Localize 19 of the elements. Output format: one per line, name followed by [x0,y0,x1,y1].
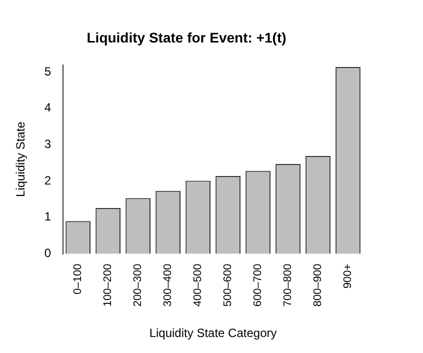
chart-title: Liquidity State for Event: +1(t) [86,29,286,46]
x-axis-title: Liquidity State Category [149,326,277,340]
x-tick-label: 100–200 [102,264,114,307]
x-tick-label: 0–100 [72,264,84,294]
y-tick-label: 0 [44,246,52,260]
x-tick-label: 200–300 [132,264,144,307]
y-tick-label: 1 [44,210,52,224]
x-tick-label: 500–600 [222,264,234,307]
x-tick-label: 900+ [342,264,354,289]
x-tick-label: 800–900 [312,264,324,307]
x-tick-label: 400–500 [192,264,204,307]
y-tick-label: 4 [44,100,52,115]
x-tick-label: 700–800 [282,264,294,307]
x-tick-label: 300–400 [162,264,174,307]
y-tick-label: 3 [44,137,52,152]
y-tick-label: 2 [44,173,52,188]
y-axis-title: Liquidity State [14,121,28,197]
x-tick-label: 600–700 [252,264,264,307]
y-tick-label: 5 [44,64,52,78]
